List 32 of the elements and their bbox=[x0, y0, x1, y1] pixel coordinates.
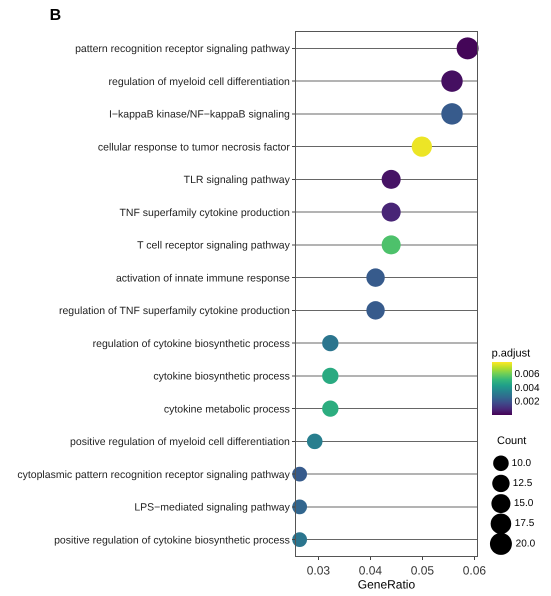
y-tick-label: T cell receptor signaling pathway bbox=[137, 240, 291, 252]
color-bar-label: 0.006 bbox=[514, 369, 540, 380]
y-tick-label: cytokine metabolic process bbox=[164, 403, 290, 416]
x-tick-label: 0.05 bbox=[410, 563, 434, 578]
y-tick-label: regulation of cytokine biosynthetic process bbox=[92, 338, 290, 350]
color-bar-title: p.adjust bbox=[492, 347, 530, 360]
legend-label: 10.0 bbox=[512, 458, 532, 469]
y-tick-label: TNF superfamily cytokine production bbox=[119, 206, 290, 219]
x-tick-label: 0.04 bbox=[358, 563, 382, 578]
x-tick-label: 0.06 bbox=[462, 563, 486, 578]
y-tick-label: cellular response to tumor necrosis factor bbox=[98, 141, 290, 154]
y-tick-label: activation of innate immune response bbox=[116, 272, 290, 284]
legend-label: 15.0 bbox=[514, 498, 534, 510]
y-tick-label: LPS−mediated signaling pathway bbox=[134, 502, 291, 514]
color-bar-label: 0.004 bbox=[514, 382, 540, 394]
y-tick-label: positive regulation of myeloid cell differentiation bbox=[70, 436, 290, 448]
y-tick-label: positive regulation of cytokine biosynthetic process bbox=[54, 534, 290, 546]
y-tick-label: cytoplasmic pattern recognition receptor signaling pathway bbox=[17, 468, 291, 481]
y-tick-label: regulation of TNF superfamily cytokine production bbox=[58, 305, 290, 318]
y-tick-label: TLR signaling pathway bbox=[184, 174, 291, 186]
color-bar-label: 0.002 bbox=[514, 396, 540, 408]
legend-label: 17.5 bbox=[514, 518, 535, 530]
text: B bbox=[50, 7, 62, 24]
x-axis-title: GeneRatio bbox=[358, 577, 416, 592]
x-tick-label: 0.03 bbox=[306, 563, 330, 578]
y-tick-label: I−kappaB kinase/NF−kappaB signaling bbox=[108, 108, 290, 121]
y-tick-label: regulation of myeloid cell differentiation bbox=[108, 76, 290, 88]
legend-title: Count bbox=[497, 435, 526, 447]
y-tick-label: cytokine biosynthetic process bbox=[153, 370, 290, 383]
y-tick-label: pattern recognition receptor signaling pathway bbox=[75, 43, 291, 56]
legend-label: 12.5 bbox=[512, 478, 533, 489]
legend-label: 20.0 bbox=[516, 538, 536, 550]
